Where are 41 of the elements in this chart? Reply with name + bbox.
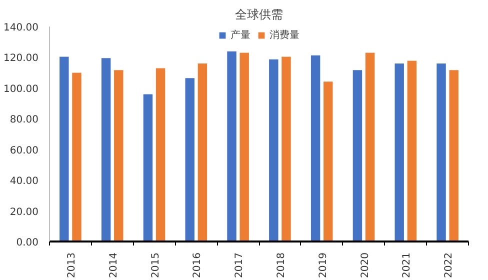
bar — [114, 70, 124, 242]
y-tick-label: 100.00 — [4, 84, 39, 95]
x-tick-label: 2016 — [192, 252, 204, 278]
bar — [436, 64, 446, 242]
y-tick-label: 120.00 — [4, 53, 39, 64]
legend-label: 消费量 — [270, 28, 300, 42]
x-tick-label: 2019 — [318, 252, 329, 278]
x-tick-label: 2021 — [402, 252, 413, 278]
bar — [101, 58, 111, 242]
bar — [185, 78, 194, 242]
bar — [324, 82, 333, 242]
chart-title: 全球供需 — [235, 8, 283, 22]
x-tick-label: 2022 — [444, 252, 455, 278]
bar — [365, 52, 375, 242]
bar — [352, 70, 362, 242]
x-tick-label: 2017 — [234, 252, 246, 278]
x-tick-label: 2018 — [276, 252, 287, 278]
x-tick-label: 2015 — [150, 252, 162, 278]
bar — [282, 56, 291, 242]
bar — [198, 64, 208, 242]
bar — [269, 59, 278, 242]
bar — [156, 68, 166, 242]
bar — [143, 94, 153, 242]
bar — [240, 52, 249, 242]
bar — [72, 72, 82, 242]
y-tick-label: 40.00 — [10, 176, 39, 188]
x-tick-label: 2014 — [108, 252, 120, 278]
bar — [394, 64, 404, 242]
bar — [60, 56, 69, 242]
x-tick-label: 2013 — [66, 252, 78, 278]
y-tick-label: 140.00 — [4, 22, 39, 34]
bar — [227, 51, 236, 242]
x-tick-label: 2020 — [360, 252, 371, 278]
y-tick-label: 80.00 — [10, 114, 39, 126]
y-tick-label: 60.00 — [10, 145, 39, 156]
bar — [310, 55, 320, 242]
y-tick-label: 20.00 — [10, 206, 39, 218]
bar — [449, 70, 458, 242]
bar — [407, 60, 417, 242]
legend-label: 产量 — [230, 28, 250, 42]
y-tick-label: 0.00 — [16, 238, 38, 248]
